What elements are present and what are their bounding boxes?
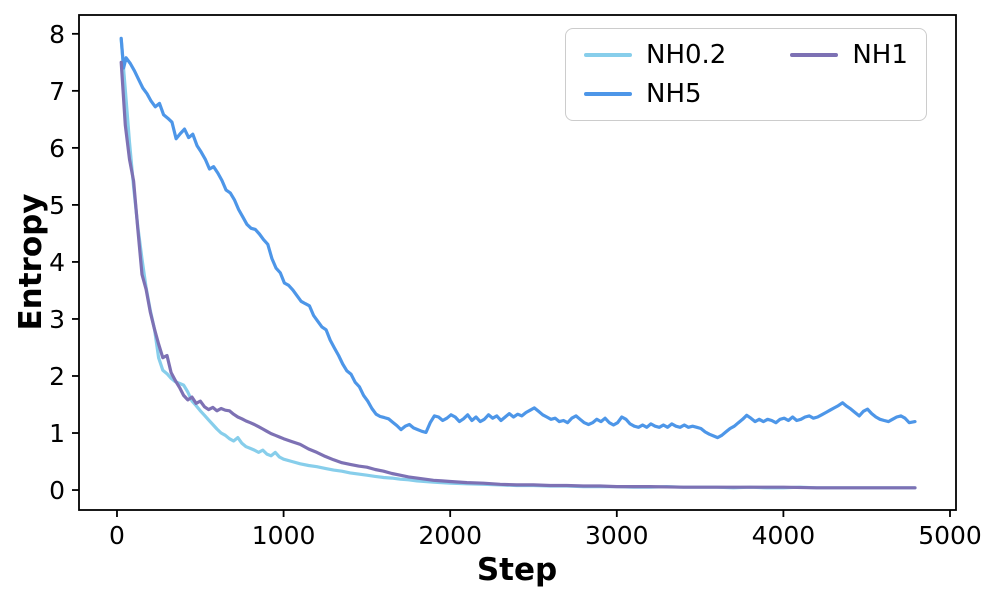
legend-label-NH5: NH5 [646, 78, 702, 109]
legend-entry-NH1: NH1 [790, 41, 908, 70]
y-tick-label: 6 [49, 134, 65, 163]
x-axis-label: Step [476, 552, 558, 588]
x-tick-label: 4000 [752, 521, 816, 550]
x-tick-label: 5000 [918, 521, 982, 550]
legend: NH0.2 NH5 NH1 [565, 28, 927, 122]
y-tick-label: 1 [49, 419, 65, 448]
x-tick-label: 1000 [252, 521, 316, 550]
y-tick-label: 8 [49, 20, 65, 49]
x-tick-label: 2000 [418, 521, 482, 550]
legend-swatch-NH5 [584, 91, 632, 96]
y-tick-label: 4 [49, 248, 65, 277]
legend-swatch-NH1 [790, 53, 839, 58]
plot-spines [78, 14, 957, 511]
legend-entry-NH0.2: NH0.2 [584, 41, 726, 70]
legend-entry-NH5: NH5 [584, 78, 726, 109]
y-tick-label: 3 [49, 305, 65, 334]
y-axis-label: Entropy [13, 193, 49, 331]
legend-swatch-NH0.2 [584, 53, 632, 58]
y-tick-label: 5 [49, 191, 65, 220]
y-tick-label: 0 [49, 476, 65, 505]
series-line-NH1 [119, 60, 917, 490]
series-line-NH5 [119, 36, 917, 440]
x-tick-label: 0 [109, 521, 125, 550]
y-tick-label: 2 [49, 362, 65, 391]
y-tick-label: 7 [49, 77, 65, 106]
legend-label-NH0.2: NH0.2 [646, 40, 727, 70]
legend-label-NH1: NH1 [852, 40, 908, 70]
x-tick-label: 3000 [585, 521, 649, 550]
